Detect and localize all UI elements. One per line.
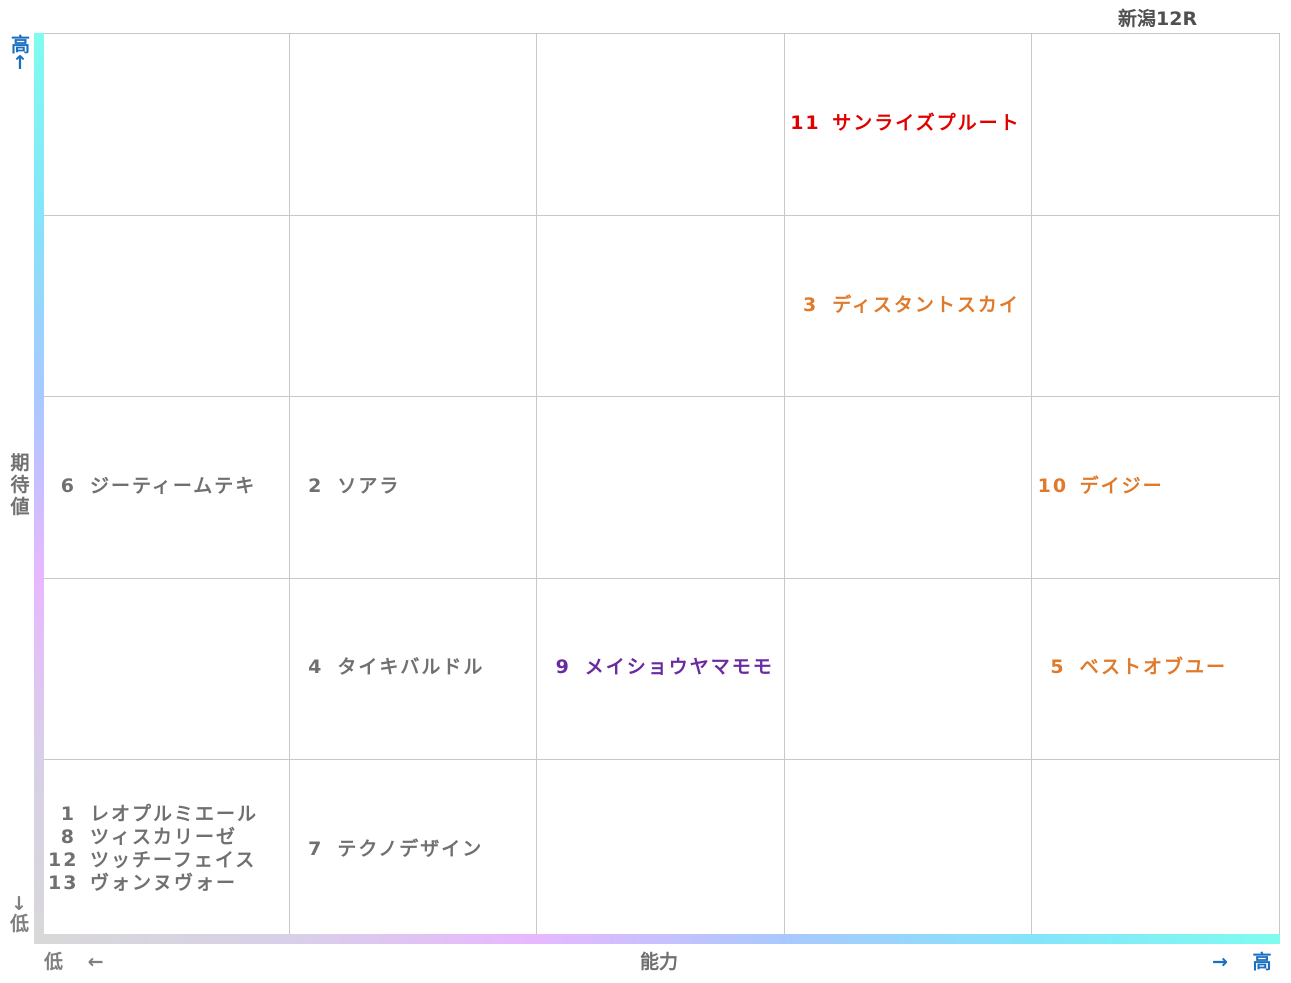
horse-number: 3: [802, 293, 819, 316]
horse-name: ツィスカリーゼ: [90, 826, 238, 849]
horse-number: 1: [60, 803, 76, 826]
grid-line-horizontal: [43, 396, 1279, 397]
arrow-up-icon: ↑: [12, 52, 28, 74]
y-low-text: 低: [10, 913, 30, 935]
horse-name: デイジー: [1079, 475, 1164, 497]
horse-entry: 13 ヴォンヌヴォー: [48, 872, 237, 895]
horse-number: 6: [60, 475, 76, 497]
x-low-text: 低: [44, 951, 64, 973]
arrow-right-icon: →: [1212, 951, 1228, 973]
horse-number: 8: [60, 826, 76, 849]
horse-number: 2: [308, 475, 324, 497]
y-axis-title: 期待値: [10, 452, 30, 518]
horse-entry: 3 ディスタントスカイ: [790, 294, 1020, 317]
x-axis-title: 能力: [640, 951, 679, 973]
horse-number: 7: [308, 837, 324, 860]
horse-entry: 9 メイショウヤマモモ: [543, 656, 774, 679]
x-axis-low-label: 低 ←: [44, 951, 104, 973]
horse-name: テクノデザイン: [337, 837, 484, 860]
horse-number: 4: [308, 656, 324, 679]
y-axis-bar: [34, 33, 44, 943]
plot-grid: [43, 33, 1280, 940]
horse-name: タイキバルドル: [337, 656, 485, 679]
horse-name: サンライズプルート: [832, 112, 1021, 135]
horse-entry: 2 ソアラ: [295, 475, 400, 498]
horse-entry: 4 タイキバルドル: [295, 656, 484, 679]
horse-name: ヴォンヌヴォー: [90, 872, 238, 895]
chart-title: 新潟12R: [1118, 8, 1198, 30]
horse-entry: 5 ベストオブユー: [1038, 656, 1227, 679]
horse-name: ソアラ: [337, 475, 401, 497]
horse-number: 9: [555, 656, 571, 679]
y-axis-title-text: 期待値: [10, 452, 30, 518]
grid-line-vertical: [1031, 34, 1032, 940]
y-high-text: 高: [11, 34, 31, 56]
horse-entry: 7 テクノデザイン: [295, 838, 483, 861]
grid-line-horizontal: [43, 759, 1279, 760]
horse-number: 10: [1037, 475, 1069, 497]
horse-name: ツッチーフェイス: [90, 849, 257, 872]
horse-number: 13: [48, 872, 79, 895]
grid-line-vertical: [289, 34, 290, 940]
horse-entry: 10 デイジー: [1038, 475, 1164, 498]
arrow-left-icon: ←: [87, 951, 104, 973]
horse-entry: 11 サンライズプルート: [790, 112, 1020, 135]
horse-name: レオプルミエール: [90, 803, 259, 826]
grid-line-vertical: [536, 34, 537, 940]
x-axis-bar: [34, 934, 1280, 944]
grid-line-horizontal: [43, 215, 1279, 216]
horse-number: 5: [1050, 656, 1066, 679]
horse-name: ジーティームテキ: [90, 475, 257, 497]
horse-number: 12: [48, 849, 79, 872]
horse-entry: 12 ツッチーフェイス: [48, 849, 256, 872]
horse-entry: 6 ジーティームテキ: [48, 475, 256, 498]
grid-line-vertical: [784, 34, 785, 940]
horse-number: 11: [790, 112, 821, 135]
horse-name: ディスタントスカイ: [832, 293, 1020, 316]
horse-entry: 8 ツィスカリーゼ: [48, 826, 237, 849]
arrow-down-icon: ↓: [11, 893, 27, 915]
x-axis-high-label: → 高: [1212, 951, 1272, 973]
horse-entry: 1 レオプルミエール: [48, 803, 258, 826]
grid-line-horizontal: [43, 578, 1279, 579]
y-axis-high-label: 高 ↑: [11, 34, 31, 74]
horse-name: メイショウヤマモモ: [584, 656, 774, 679]
y-axis-low-label: ↓ 低: [10, 893, 30, 935]
horse-name: ベストオブユー: [1079, 656, 1227, 679]
x-high-text: 高: [1252, 951, 1272, 973]
